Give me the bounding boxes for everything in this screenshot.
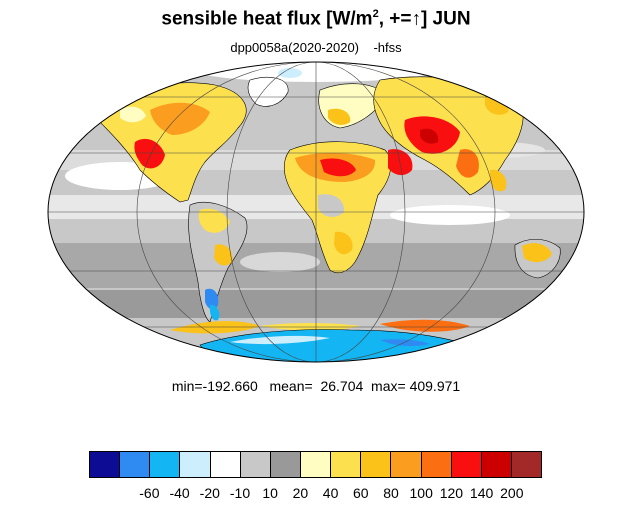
- central-africa-grey: [318, 194, 345, 217]
- colorbar-label: -10: [229, 485, 251, 501]
- meridian-line: [226, 62, 406, 362]
- colorbar-swatch: [300, 452, 332, 477]
- colorbar: [89, 451, 542, 478]
- colorbar-label: 40: [322, 485, 339, 501]
- colorbar-label: 140: [469, 485, 494, 501]
- colorbar-labels: -60 -40 -20 -10 10 20 40 60 80 100 120 140 200: [89, 485, 542, 505]
- australia-warm: [522, 243, 552, 263]
- colorbar-swatch: [451, 452, 482, 477]
- colorbar-swatch: [270, 452, 301, 477]
- title-text-main: sensible heat flux [W/m: [161, 8, 373, 30]
- north-america-warm: [150, 102, 210, 135]
- colorbar-swatch: [210, 452, 241, 477]
- figure-title: sensible heat flux [W/m2, +=↑] JUN: [0, 8, 632, 30]
- title-text-mid: , +=: [378, 8, 412, 30]
- colorbar-label: -60: [139, 485, 160, 501]
- patagonia-cold: [205, 288, 219, 310]
- brazil-warm: [214, 244, 233, 266]
- colorbar-swatch: [150, 452, 181, 477]
- colorbar-swatch: [361, 452, 392, 477]
- ocean-patch: [240, 252, 320, 272]
- colorbar-swatch: [331, 452, 362, 477]
- colorbar-label: 10: [262, 485, 278, 501]
- title-superscript: 2: [372, 8, 379, 20]
- sahara-hot: [320, 158, 356, 177]
- colorbar-label: 100: [409, 485, 433, 501]
- map-field: [48, 62, 584, 362]
- title-text-end: ] JUN: [420, 8, 471, 30]
- colorbar-swatch: [511, 452, 542, 477]
- southern-ocean-warm-2: [380, 319, 470, 332]
- colorbar-label: 60: [353, 485, 369, 501]
- southern-africa-warm: [334, 231, 353, 255]
- colorbar-label: 120: [439, 485, 464, 501]
- colorbar-swatch: [421, 452, 452, 477]
- stats-line: min=-192.660 mean= 26.704 max= 409.971: [171, 378, 461, 394]
- colorbar-label: 200: [500, 485, 524, 501]
- colorbar-label: 20: [292, 485, 309, 501]
- figure-subtitle: dpp0058a(2020-2020) -hfss: [230, 40, 402, 55]
- india-hot: [456, 149, 479, 178]
- colorbar-swatch: [391, 452, 422, 477]
- colorbar-swatch: [120, 452, 151, 477]
- us-southwest-hot: [134, 138, 165, 169]
- greenland-land: [247, 77, 289, 107]
- colorbar-swatch: [90, 452, 121, 477]
- europe-south-warm: [328, 108, 351, 125]
- antarctica-cold: [380, 339, 430, 347]
- colorbar-swatch: [481, 452, 512, 477]
- antarctica-patch: [230, 335, 330, 345]
- southeast-asia-warm: [490, 169, 507, 192]
- colorbar-label: -20: [199, 485, 220, 501]
- amazon-warm: [198, 208, 230, 233]
- patagonia-cold-2: [209, 304, 220, 321]
- central-asia-hottest: [420, 128, 439, 144]
- up-arrow-icon: ↑: [411, 8, 421, 30]
- alaska-patch: [120, 106, 146, 123]
- colorbar-swatch: [180, 452, 211, 477]
- colorbar-swatch: [240, 452, 271, 477]
- map-border: [47, 61, 585, 363]
- ocean-band-southern: [48, 290, 584, 318]
- arctic-cold-patch: [278, 68, 302, 78]
- ocean-patch: [390, 205, 510, 225]
- colorbar-label: 80: [383, 485, 399, 501]
- colorbar-label: -40: [169, 485, 190, 501]
- meridian-line: [136, 62, 496, 362]
